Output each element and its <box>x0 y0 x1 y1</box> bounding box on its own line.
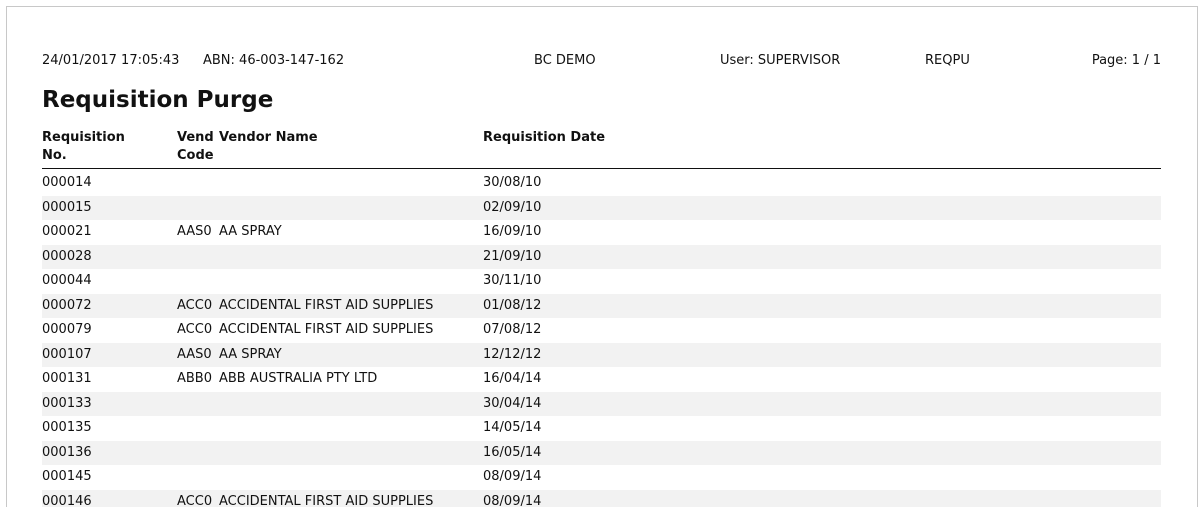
table-row: 000131 ABB0 ABB AUSTRALIA PTY LTD 16/04/14 <box>42 367 1161 392</box>
requisition-no-cell: 000135 <box>42 416 92 440</box>
column-header-vend-code-line2: Code <box>177 147 214 165</box>
requisition-no-cell: 000107 <box>42 343 92 367</box>
vendor-code-cell: AAS0 <box>177 220 212 244</box>
requisition-no-cell: 000146 <box>42 490 92 507</box>
vendor-code-cell: AAS0 <box>177 343 212 367</box>
column-header-requisition-date: Requisition Date <box>483 129 605 147</box>
requisition-date-cell: 21/09/10 <box>483 245 541 269</box>
requisition-date-cell: 07/08/12 <box>483 318 541 342</box>
page-number: Page: 1 / 1 <box>1092 53 1161 68</box>
column-header-requisition-no-line2: No. <box>42 147 125 165</box>
table-row: 000145 08/09/14 <box>42 465 1161 490</box>
requisition-date-cell: 30/08/10 <box>483 171 541 195</box>
abn-number: ABN: 46-003-147-162 <box>203 53 344 68</box>
requisition-no-cell: 000021 <box>42 220 92 244</box>
report-page: 24/01/2017 17:05:43 ABN: 46-003-147-162 … <box>6 6 1198 507</box>
table-row: 000072 ACC0 ACCIDENTAL FIRST AID SUPPLIES 0… <box>42 294 1161 319</box>
column-header-requisition-no: Requisition No. <box>42 129 125 165</box>
table-row: 000021 AAS0 AA SPRAY 16/09/10 <box>42 220 1161 245</box>
requisition-date-cell: 12/12/12 <box>483 343 541 367</box>
requisition-date-cell: 14/05/14 <box>483 416 541 440</box>
vendor-name-cell: ABB AUSTRALIA PTY LTD <box>219 367 377 391</box>
requisition-no-cell: 000014 <box>42 171 92 195</box>
table-row: 000044 30/11/10 <box>42 269 1161 294</box>
table-row: 000133 30/04/14 <box>42 392 1161 417</box>
vendor-name-cell: ACCIDENTAL FIRST AID SUPPLIES <box>219 294 433 318</box>
table-row: 000107 AAS0 AA SPRAY 12/12/12 <box>42 343 1161 368</box>
table-row: 000015 02/09/10 <box>42 196 1161 221</box>
table-row: 000135 14/05/14 <box>42 416 1161 441</box>
table-row: 000146 ACC0 ACCIDENTAL FIRST AID SUPPLIES 0… <box>42 490 1161 507</box>
requisition-date-cell: 30/04/14 <box>483 392 541 416</box>
requisition-date-cell: 08/09/14 <box>483 465 541 489</box>
header-divider <box>42 168 1161 169</box>
table-row: 000028 21/09/10 <box>42 245 1161 270</box>
column-header-vend-code: Vend Code <box>177 129 214 165</box>
requisition-no-cell: 000015 <box>42 196 92 220</box>
company-name: BC DEMO <box>534 53 596 68</box>
requisition-date-cell: 30/11/10 <box>483 269 541 293</box>
requisition-no-cell: 000136 <box>42 441 92 465</box>
column-header-vend-code-line1: Vend <box>177 129 214 147</box>
page-title: Requisition Purge <box>42 87 273 113</box>
requisition-date-cell: 01/08/12 <box>483 294 541 318</box>
vendor-code-cell: ACC0 <box>177 318 212 342</box>
table-row: 000014 30/08/10 <box>42 171 1161 196</box>
requisition-no-cell: 000044 <box>42 269 92 293</box>
table-row: 000136 16/05/14 <box>42 441 1161 466</box>
requisition-table-body: 000014 30/08/10 000015 02/09/10 000021 AAS0 AA… <box>42 171 1161 507</box>
table-row: 000079 ACC0 ACCIDENTAL FIRST AID SUPPLIES 0… <box>42 318 1161 343</box>
requisition-no-cell: 000131 <box>42 367 92 391</box>
requisition-date-cell: 16/04/14 <box>483 367 541 391</box>
requisition-no-cell: 000079 <box>42 318 92 342</box>
requisition-no-cell: 000028 <box>42 245 92 269</box>
requisition-date-cell: 16/09/10 <box>483 220 541 244</box>
vendor-code-cell: ABB0 <box>177 367 212 391</box>
requisition-date-cell: 08/09/14 <box>483 490 541 507</box>
vendor-code-cell: ACC0 <box>177 490 212 507</box>
vendor-code-cell: ACC0 <box>177 294 212 318</box>
user-name: User: SUPERVISOR <box>720 53 840 68</box>
requisition-date-cell: 16/05/14 <box>483 441 541 465</box>
vendor-name-cell: AA SPRAY <box>219 220 282 244</box>
requisition-date-cell: 02/09/10 <box>483 196 541 220</box>
requisition-no-cell: 000133 <box>42 392 92 416</box>
vendor-name-cell: ACCIDENTAL FIRST AID SUPPLIES <box>219 318 433 342</box>
vendor-name-cell: AA SPRAY <box>219 343 282 367</box>
vendor-name-cell: ACCIDENTAL FIRST AID SUPPLIES <box>219 490 433 507</box>
column-header-requisition-no-line1: Requisition <box>42 129 125 147</box>
requisition-no-cell: 000145 <box>42 465 92 489</box>
column-header-vendor-name: Vendor Name <box>219 129 318 147</box>
report-timestamp: 24/01/2017 17:05:43 <box>42 53 179 68</box>
report-code: REQPU <box>925 53 970 68</box>
requisition-no-cell: 000072 <box>42 294 92 318</box>
